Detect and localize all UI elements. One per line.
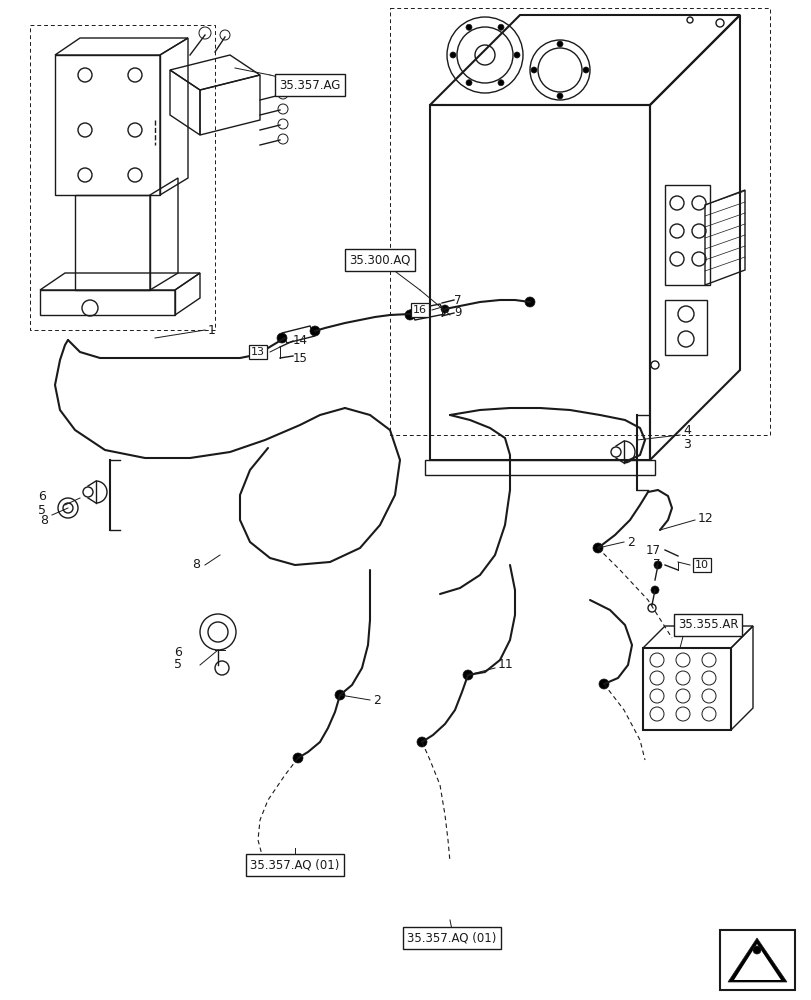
Text: 10: 10 [694, 560, 708, 570]
Circle shape [582, 67, 588, 73]
Text: 5: 5 [38, 504, 46, 516]
Circle shape [599, 679, 608, 689]
Text: 35.357.AG: 35.357.AG [279, 79, 341, 92]
Circle shape [556, 41, 562, 47]
Text: 35.355.AR: 35.355.AR [677, 618, 737, 632]
Text: 1: 1 [208, 324, 216, 336]
Text: 12: 12 [697, 512, 713, 524]
Text: 7: 7 [453, 294, 461, 306]
Circle shape [417, 737, 427, 747]
Text: 14: 14 [293, 334, 307, 348]
Circle shape [497, 24, 504, 30]
Circle shape [466, 80, 471, 86]
Circle shape [530, 67, 536, 73]
Text: 16: 16 [413, 305, 427, 315]
Circle shape [293, 753, 303, 763]
Text: 35.357.AQ (01): 35.357.AQ (01) [407, 931, 496, 944]
Text: 9: 9 [453, 306, 461, 320]
Circle shape [592, 543, 603, 553]
Polygon shape [719, 930, 794, 990]
Text: 35.300.AQ: 35.300.AQ [349, 253, 410, 266]
Circle shape [449, 52, 456, 58]
Text: 17: 17 [646, 544, 660, 556]
Circle shape [525, 297, 534, 307]
Polygon shape [727, 938, 786, 982]
Text: 3: 3 [682, 438, 690, 452]
Text: 2: 2 [372, 694, 380, 706]
Text: 15: 15 [293, 352, 307, 364]
Text: 7: 7 [653, 558, 660, 572]
Text: 5: 5 [174, 658, 182, 672]
Circle shape [462, 670, 473, 680]
Text: 11: 11 [497, 658, 513, 672]
Circle shape [466, 24, 471, 30]
Circle shape [277, 333, 286, 343]
Text: 2: 2 [626, 536, 634, 548]
Text: 6: 6 [174, 646, 182, 658]
Circle shape [405, 310, 414, 320]
Circle shape [650, 586, 659, 594]
Circle shape [513, 52, 519, 58]
Circle shape [653, 561, 661, 569]
Text: 8: 8 [191, 558, 200, 572]
Circle shape [497, 80, 504, 86]
Text: 8: 8 [40, 514, 48, 526]
Polygon shape [733, 944, 780, 980]
Text: 13: 13 [251, 347, 264, 357]
Circle shape [335, 690, 345, 700]
Text: 6: 6 [38, 490, 46, 504]
Text: 4: 4 [682, 424, 690, 436]
Circle shape [440, 305, 448, 313]
Text: 35.357.AQ (01): 35.357.AQ (01) [250, 858, 339, 871]
Circle shape [310, 326, 320, 336]
Circle shape [556, 93, 562, 99]
Circle shape [752, 946, 760, 954]
